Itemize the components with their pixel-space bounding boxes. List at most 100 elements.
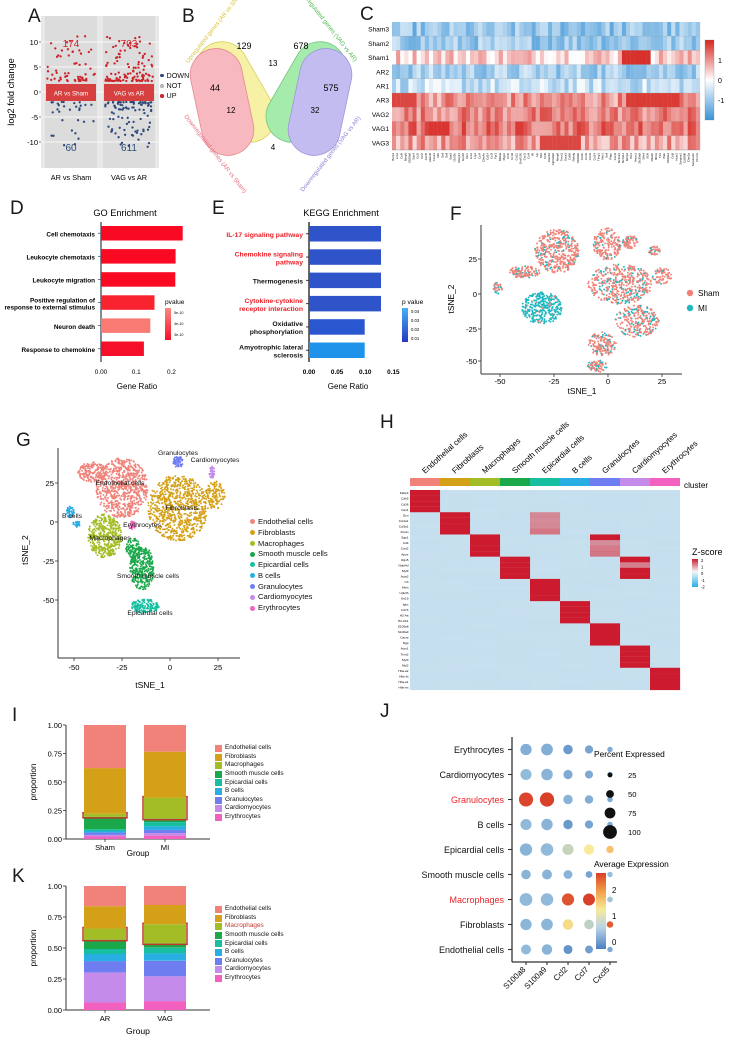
panel-g-point xyxy=(163,518,166,521)
sham-point xyxy=(618,283,621,286)
sham-point xyxy=(640,317,643,320)
panel-g-point xyxy=(111,484,114,487)
sham-point xyxy=(571,250,573,252)
panel-c-cell xyxy=(474,107,479,122)
panel-c-cell xyxy=(482,107,487,122)
panel-c-gene-label: Sell xyxy=(440,153,444,158)
sham-point xyxy=(627,312,630,315)
panel-c-cell xyxy=(613,22,619,37)
mi-point xyxy=(596,350,599,353)
sham-point xyxy=(558,244,561,247)
panel-g-point xyxy=(183,536,186,539)
sham-point xyxy=(634,290,637,293)
panel-c-cell xyxy=(568,121,573,136)
sham-point xyxy=(628,266,631,269)
panel-g-point xyxy=(182,525,185,528)
sham-point xyxy=(590,368,593,371)
sham-point xyxy=(628,315,631,317)
mi-point xyxy=(540,320,543,323)
sham-point xyxy=(607,334,610,337)
panel-c-gene-label: Cd68 xyxy=(568,153,572,160)
sham-point xyxy=(559,239,562,242)
sham-point xyxy=(554,239,557,242)
panel-c-cell xyxy=(470,36,475,51)
panel-c-cell xyxy=(461,36,467,51)
panel-c-cell xyxy=(490,50,495,65)
panel-f-ytick: -25 xyxy=(466,325,477,334)
panel-g-point xyxy=(126,497,129,500)
panel-c-cell xyxy=(457,93,462,108)
sham-point xyxy=(597,340,600,343)
panel-g-point xyxy=(130,494,133,497)
sham-point xyxy=(639,271,642,274)
up-point xyxy=(53,77,56,80)
mi-point xyxy=(642,332,645,335)
up-point xyxy=(77,78,81,81)
panel-c-cell xyxy=(453,121,458,136)
up-point xyxy=(49,42,53,45)
panel-g-point xyxy=(186,525,189,528)
sham-point xyxy=(526,304,529,307)
panel-c-cell xyxy=(695,78,701,94)
panel-c-gene-label: Tlr2 xyxy=(658,153,662,158)
sham-point xyxy=(562,265,565,268)
panel-c-cell xyxy=(474,50,479,65)
mi-point xyxy=(526,299,528,302)
panel-c: C Sham3 Sham2 Sham1 AR2 AR1 AR3 VAG2 VAG1 VAG3 B… xyxy=(360,0,739,195)
sham-point xyxy=(602,246,605,249)
panel-c-cell xyxy=(486,121,491,136)
sham-point xyxy=(590,366,593,369)
sham-point xyxy=(620,283,623,286)
panel-c-cell xyxy=(502,107,508,122)
sham-point xyxy=(598,244,601,247)
panel-g-point xyxy=(169,525,172,528)
panel-g-point xyxy=(173,523,176,526)
sham-point xyxy=(633,304,636,307)
panel-g-point xyxy=(154,491,157,494)
mi-point xyxy=(558,308,561,311)
panel-g-point xyxy=(155,520,158,523)
panel-g-point xyxy=(129,500,132,503)
sham-point xyxy=(499,283,502,286)
panel-c-gene-label: Ptgs2 xyxy=(502,153,506,161)
panel-c-cell xyxy=(433,78,438,94)
panel-c-cell xyxy=(650,64,655,79)
panel-c-cell xyxy=(457,64,462,79)
up-point xyxy=(141,62,144,65)
panel-g-point xyxy=(159,509,161,512)
panel-c-cell xyxy=(638,50,643,65)
panel-c-cell xyxy=(593,64,598,79)
panel-c-cell xyxy=(539,121,545,136)
group-band-1 xyxy=(46,84,96,101)
up-point xyxy=(117,71,120,74)
panel-c-cell xyxy=(576,135,582,150)
down-point xyxy=(147,141,151,145)
mi-point xyxy=(653,318,656,321)
sham-point xyxy=(613,231,616,234)
panel-g-point xyxy=(178,535,181,538)
panel-f-xtick: -50 xyxy=(495,377,506,386)
panel-g-point xyxy=(114,483,117,486)
sham-point xyxy=(615,295,618,297)
panel-g-point xyxy=(162,535,164,538)
count-up-both: 13 xyxy=(269,59,278,68)
panel-g-point xyxy=(100,501,103,504)
panel-c-cell xyxy=(556,64,561,79)
panel-g-point xyxy=(104,466,107,469)
panel-g-point xyxy=(167,497,170,500)
sham-point xyxy=(569,258,572,261)
panel-c-cell xyxy=(474,121,479,136)
up-point xyxy=(140,78,143,82)
panel-g-point xyxy=(206,507,209,510)
sham-point xyxy=(610,348,613,351)
panel-g-point xyxy=(163,513,166,516)
panel-c-gene-label: Mmp3 xyxy=(625,153,629,161)
panel-g-point xyxy=(168,509,171,512)
sham-point xyxy=(616,292,619,295)
panel-c-cell xyxy=(543,135,549,150)
sham-point xyxy=(624,289,627,292)
panel-c-cell xyxy=(457,135,462,150)
sham-point xyxy=(601,252,604,255)
panel-g-point xyxy=(196,523,199,526)
panel-g-point xyxy=(191,531,194,534)
